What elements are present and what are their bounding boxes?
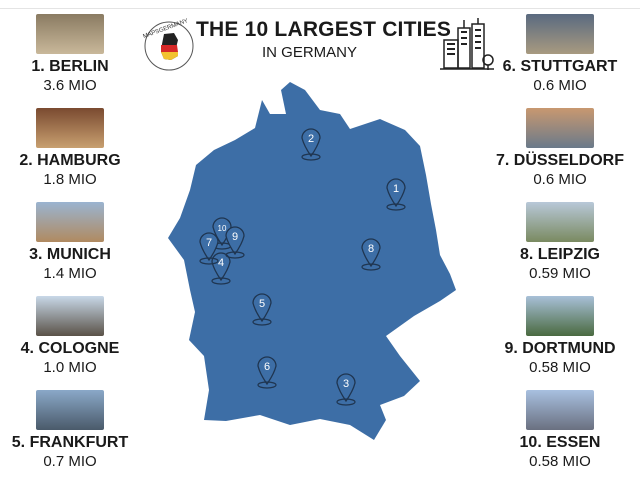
city-population: 1.0 MIO xyxy=(43,359,97,376)
city-photo xyxy=(526,390,594,430)
map-pin-9: 9 xyxy=(225,226,245,259)
city-photo xyxy=(526,108,594,148)
map-pin-2: 2 xyxy=(301,128,321,161)
city-name: 7. DÜSSELDORF xyxy=(495,152,624,169)
city-card: 8. LEIPZIG 0.59 MIO xyxy=(495,202,625,282)
city-population: 0.58 MIO xyxy=(529,359,591,376)
svg-text:9: 9 xyxy=(232,231,238,243)
city-name: 10. ESSEN xyxy=(519,434,601,451)
city-card: 2. HAMBURG 1.8 MIO xyxy=(5,108,135,188)
divider xyxy=(0,8,640,9)
city-card: 7. DÜSSELDORF 0.6 MIO xyxy=(495,108,625,188)
map-pin-3: 3 xyxy=(336,373,356,406)
city-name: 9. DORTMUND xyxy=(504,340,616,357)
city-population: 1.8 MIO xyxy=(43,171,97,188)
svg-text:8: 8 xyxy=(368,243,374,255)
city-photo xyxy=(526,202,594,242)
svg-text:7: 7 xyxy=(206,237,212,249)
city-name: 3. MUNICH xyxy=(29,246,111,263)
city-card: 3. MUNICH 1.4 MIO xyxy=(5,202,135,282)
city-population: 0.6 MIO xyxy=(533,171,587,188)
svg-text:1: 1 xyxy=(393,183,399,195)
map-pin-4: 4 xyxy=(211,252,231,285)
map-pin-6: 6 xyxy=(257,356,277,389)
city-name: 8. LEIPZIG xyxy=(519,246,600,263)
city-photo xyxy=(36,390,104,430)
germany-outline xyxy=(168,82,456,440)
city-photo xyxy=(36,14,104,54)
city-photo xyxy=(526,14,594,54)
city-photo xyxy=(36,296,104,336)
map-pin-5: 5 xyxy=(252,293,272,326)
page-title: THE 10 LARGEST CITIES xyxy=(196,18,452,41)
city-population: 0.59 MIO xyxy=(529,265,591,282)
city-card: 6. STUTTGART 0.6 MIO xyxy=(495,14,625,94)
svg-text:5: 5 xyxy=(259,298,265,310)
city-card: 5. FRANKFURT 0.7 MIO xyxy=(5,390,135,470)
map-pin-8: 8 xyxy=(361,238,381,271)
city-card: 10. ESSEN 0.58 MIO xyxy=(495,390,625,470)
city-card: 4. COLOGNE 1.0 MIO xyxy=(5,296,135,376)
city-name: 2. HAMBURG xyxy=(19,152,121,169)
city-population: 0.6 MIO xyxy=(533,77,587,94)
mapsgermany-logo: MAPSGERMANY xyxy=(142,18,194,71)
city-population: 0.7 MIO xyxy=(43,453,97,470)
page-subtitle: IN GERMANY xyxy=(262,44,358,61)
city-population: 0.58 MIO xyxy=(529,453,591,470)
city-population: 1.4 MIO xyxy=(43,265,97,282)
city-population: 3.6 MIO xyxy=(43,77,97,94)
city-photo xyxy=(526,296,594,336)
city-photo xyxy=(36,202,104,242)
city-name: 5. FRANKFURT xyxy=(11,434,129,451)
city-skyline-icon xyxy=(440,18,494,70)
city-name: 1. BERLIN xyxy=(31,58,109,75)
svg-text:4: 4 xyxy=(218,257,224,269)
city-card: 1. BERLIN 3.6 MIO xyxy=(5,14,135,94)
city-name: 4. COLOGNE xyxy=(20,340,120,357)
svg-text:3: 3 xyxy=(343,378,349,390)
svg-text:10: 10 xyxy=(218,224,227,233)
city-card: 9. DORTMUND 0.58 MIO xyxy=(495,296,625,376)
svg-text:6: 6 xyxy=(264,361,270,373)
svg-text:2: 2 xyxy=(308,133,314,145)
city-photo xyxy=(36,108,104,148)
map-pin-7: 7 xyxy=(199,232,219,265)
city-name: 6. STUTTGART xyxy=(502,58,618,75)
map-pin-1: 1 xyxy=(386,178,406,211)
